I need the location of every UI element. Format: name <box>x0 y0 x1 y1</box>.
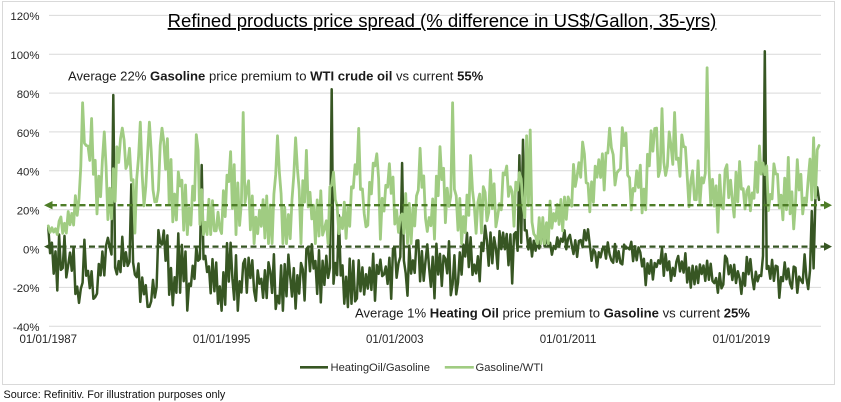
svg-text:01/01/1995: 01/01/1995 <box>193 334 251 346</box>
svg-text:40%: 40% <box>17 167 40 179</box>
svg-text:Refined products price spread: Refined products price spread (% differe… <box>168 10 717 31</box>
svg-text:01/01/2019: 01/01/2019 <box>713 334 771 346</box>
svg-text:HeatingOil/Gasoline: HeatingOil/Gasoline <box>331 362 431 374</box>
svg-text:Average 1% Heating Oil price p: Average 1% Heating Oil price premium to … <box>355 306 750 321</box>
svg-text:01/01/2003: 01/01/2003 <box>366 334 424 346</box>
svg-text:01/01/1987: 01/01/1987 <box>20 334 78 346</box>
svg-text:0%: 0% <box>23 244 39 256</box>
svg-text:Gasoline/WTI: Gasoline/WTI <box>476 362 544 374</box>
svg-text:Average 22% Gasoline price pre: Average 22% Gasoline price premium to WT… <box>68 69 484 84</box>
svg-text:60%: 60% <box>17 128 40 140</box>
svg-text:120%: 120% <box>10 11 39 23</box>
svg-text:01/01/2011: 01/01/2011 <box>540 334 597 346</box>
svg-text:Source: Refinitiv. For illustr: Source: Refinitiv. For illustration purp… <box>4 389 226 401</box>
svg-text:100%: 100% <box>10 50 39 62</box>
svg-text:80%: 80% <box>17 89 40 101</box>
svg-text:20%: 20% <box>17 206 40 218</box>
svg-text:-20%: -20% <box>13 283 40 295</box>
svg-text:-40%: -40% <box>13 322 40 334</box>
